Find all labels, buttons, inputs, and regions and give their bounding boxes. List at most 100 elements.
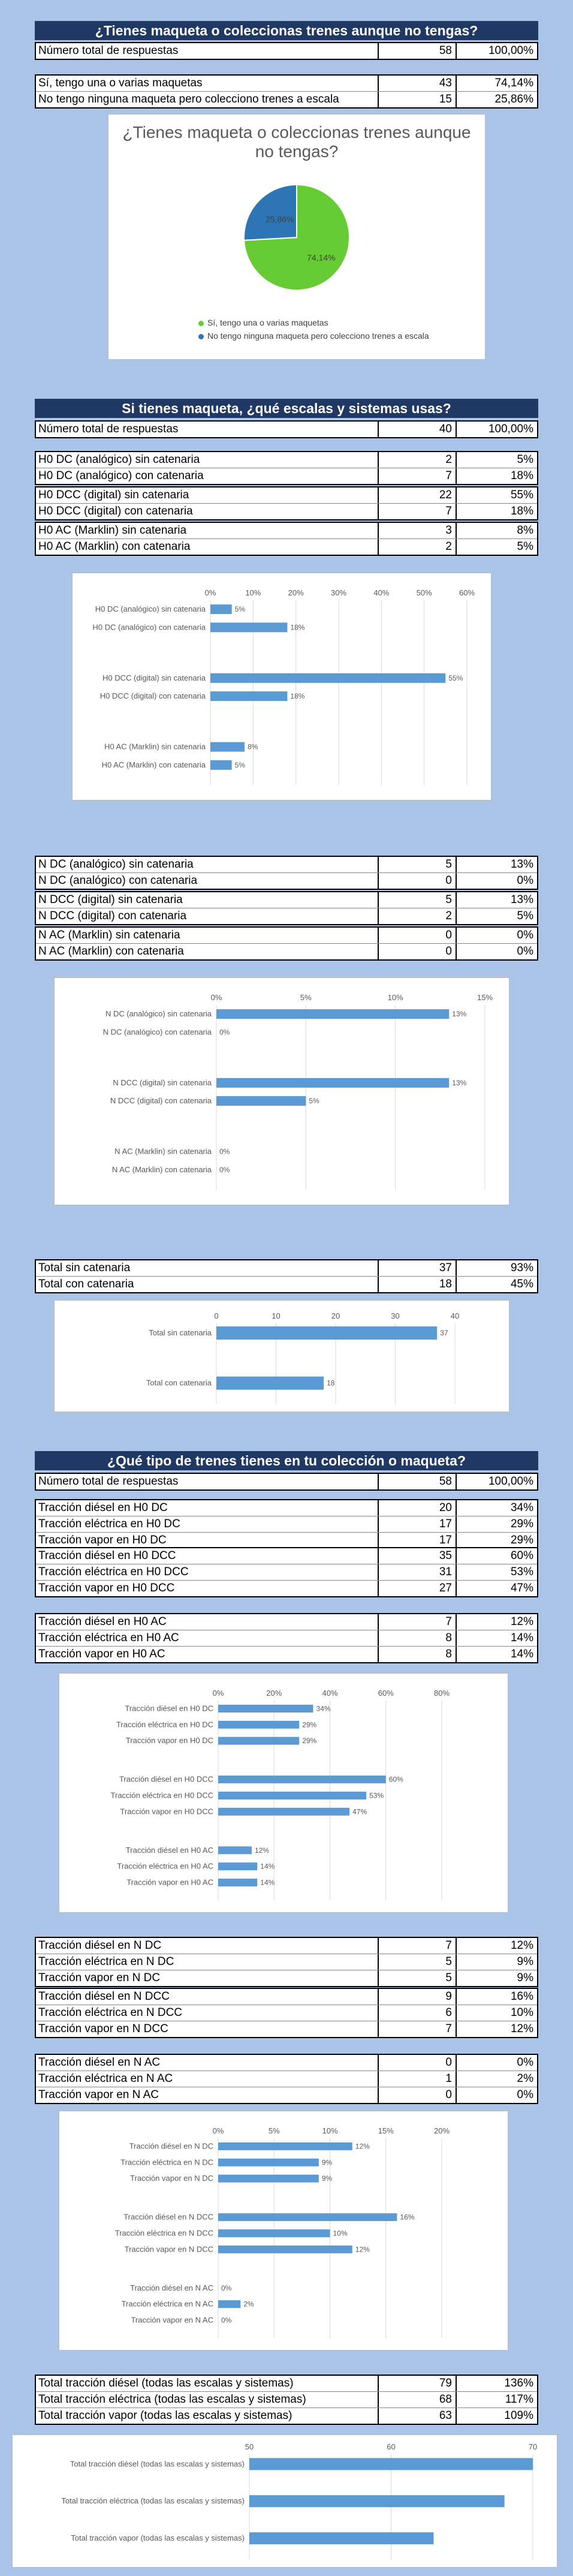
bar [249, 2458, 533, 2470]
row-label: Número total de respuestas [36, 1474, 379, 1489]
table-row: Total sin catenaria 37 93% [36, 1260, 537, 1276]
table-row: N DC (analógico) sin catenaria 5 13% [36, 857, 537, 872]
row-count: 58 [379, 1474, 457, 1489]
row-label: Tracción eléctrica en N AC [36, 2071, 379, 2087]
table-row: Tracción eléctrica en N DC 5 9% [36, 1954, 537, 1970]
data-label: 53% [369, 1791, 384, 1799]
data-table-group: H0 AC (Marklin) sin catenaria 3 8% H0 AC (M… [35, 522, 538, 556]
bar [218, 1862, 258, 1871]
row-label: Tracción vapor en H0 DCC [36, 1581, 379, 1596]
tick-label: 20 [331, 1311, 340, 1320]
row-label: Número total de respuestas [36, 422, 379, 437]
bar [249, 2532, 434, 2545]
row-count: 0 [379, 928, 457, 943]
row-count: 31 [379, 1564, 457, 1580]
row-label: Tracción diésel en H0 DCC [36, 1548, 379, 1564]
row-percent: 9% [517, 1972, 533, 1984]
row-count: 6 [379, 2005, 457, 2021]
row-percent: 0% [517, 945, 533, 958]
category-label: N AC (Marklin) sin catenaria [114, 1147, 212, 1156]
row-count: 1 [379, 2071, 457, 2087]
row-count: 63 [379, 2408, 457, 2424]
row-label: Tracción eléctrica en N DC [36, 1954, 379, 1970]
category-label: N DCC (digital) con catenaria [110, 1096, 212, 1105]
row-percent: 5% [517, 453, 533, 466]
row-label: Tracción eléctrica en N DCC [36, 2005, 379, 2021]
table-row: Tracción diésel en N AC 0 0% [36, 2055, 537, 2071]
tick-label: 10% [388, 993, 403, 1002]
bar [216, 1376, 324, 1390]
table-row: H0 AC (Marklin) con catenaria 2 5% [36, 538, 537, 555]
bar [218, 1807, 350, 1816]
category-label: Tracción vapor en N DC [130, 2174, 213, 2183]
data-label: 5% [235, 605, 246, 613]
tick-label: 0% [205, 588, 216, 597]
data-label: 55% [448, 674, 463, 682]
category-label: N AC (Marklin) con catenaria [112, 1165, 212, 1174]
category-label: Tracción diésel en H0 DC [125, 1704, 213, 1713]
total-responses-table-1: Número total de respuestas 58 100,00% [35, 42, 538, 60]
legend-label: No tengo ninguna maqueta pero colecciono… [207, 331, 429, 341]
row-count: 18 [379, 1277, 457, 1292]
row-count: 2 [379, 452, 457, 468]
data-table-group: Total sin catenaria 37 93% Total con catena… [35, 1259, 538, 1293]
tick-label: 0% [213, 1689, 224, 1698]
row-label: H0 AC (Marklin) con catenaria [36, 539, 379, 555]
table-row: Total tracción vapor (todas las escalas … [36, 2408, 537, 2424]
tick-label: 50% [417, 588, 432, 597]
tick-label: 5% [269, 2126, 280, 2135]
row-count: 5 [379, 1954, 457, 1970]
row-percent: 25,86% [494, 93, 533, 106]
tick-label: 10 [272, 1311, 280, 1320]
row-count: 35 [379, 1548, 457, 1564]
legend-dot-icon [198, 333, 204, 339]
tick-label: 40 [451, 1311, 459, 1320]
row-percent: 12% [510, 1615, 533, 1628]
category-label: Total con catenaria [146, 1379, 212, 1388]
row-percent: 34% [510, 1501, 533, 1514]
pie-label-no: 25,86% [266, 215, 294, 224]
tick-label: 30% [331, 588, 346, 597]
tick-label: 60% [378, 1689, 394, 1698]
table-row: Tracción vapor en H0 AC 8 14% [36, 1646, 537, 1662]
row-label: No tengo ninguna maqueta pero colecciono… [36, 92, 379, 107]
data-table-group: Tracción diésel en H0 DC 20 34% Tracción el… [35, 1499, 538, 1549]
data-label: 60% [389, 1775, 403, 1784]
row-count: 43 [379, 76, 457, 91]
row-label: Sí, tengo una o varias maquetas [36, 76, 379, 91]
row-percent: 13% [510, 858, 533, 871]
data-table-group: N DC (analógico) sin catenaria 5 13% N DC (… [35, 856, 538, 890]
legend-dot-icon [198, 320, 204, 326]
bar [210, 691, 288, 702]
bar [218, 2213, 397, 2222]
table-row: Tracción vapor en N DCC 7 12% [36, 2021, 537, 2037]
row-label: Tracción vapor en N DC [36, 1970, 379, 1986]
table-row: N DC (analógico) con catenaria 0 0% [36, 872, 537, 889]
data-table-group: Tracción diésel en H0 DCC 35 60% Tracción e… [35, 1547, 538, 1597]
bar [210, 673, 446, 683]
bar [218, 1846, 252, 1855]
data-label: 13% [452, 1010, 466, 1018]
row-percent: 55% [510, 489, 533, 501]
row-count: 68 [379, 2392, 457, 2408]
row-count: 37 [379, 1260, 457, 1276]
pie-label-si: 74,14% [307, 252, 335, 262]
row-label: H0 DC (analógico) con catenaria [36, 468, 379, 484]
bar [210, 622, 288, 633]
bar [218, 2174, 319, 2183]
tick-label: 10% [245, 588, 261, 597]
category-label: Total sin catenaria [149, 1328, 212, 1337]
category-label: Tracción vapor en H0 DC [126, 1736, 213, 1745]
total-responses-table-3: Número total de respuestas 58 100,00% [35, 1473, 538, 1491]
category-label: N DCC (digital) sin catenaria [113, 1078, 212, 1087]
tick-label: 0% [213, 2126, 224, 2135]
row-percent: 14% [510, 1648, 533, 1660]
category-label: Tracción diésel en N DC [129, 2141, 213, 2150]
tick-label: 0 [214, 1311, 218, 1320]
row-percent: 8% [517, 524, 533, 537]
row-percent: 0% [517, 929, 533, 941]
data-label: 18% [290, 692, 304, 700]
table-row: Total tracción eléctrica (todas las esca… [36, 2391, 537, 2408]
row-percent: 10% [510, 2006, 533, 2019]
table-row: Número total de respuestas 40 100,00% [36, 422, 537, 437]
